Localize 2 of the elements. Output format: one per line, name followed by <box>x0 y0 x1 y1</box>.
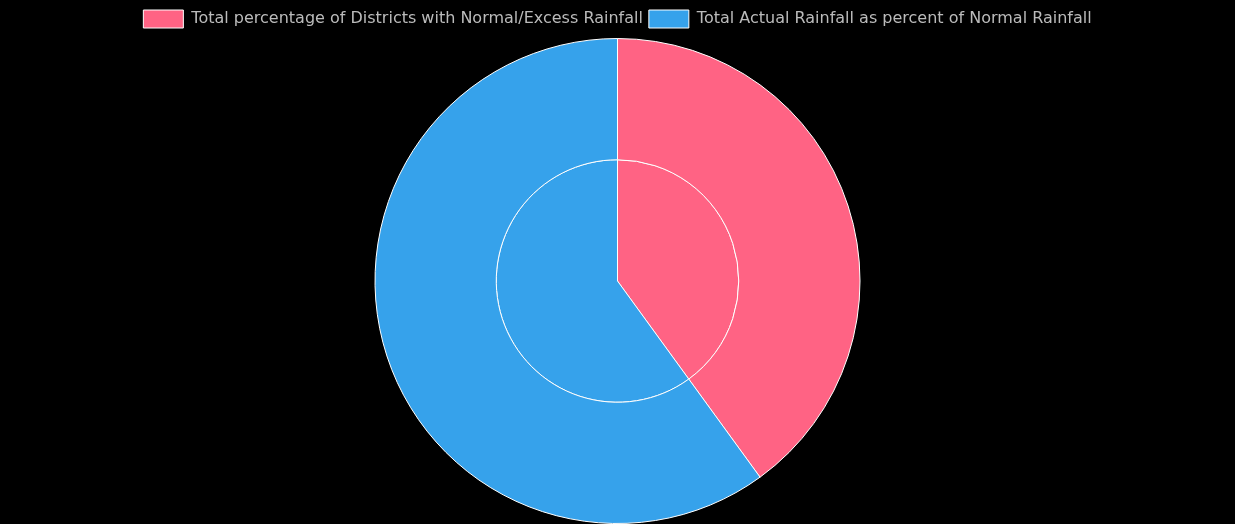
legend-label: Total percentage of Districts with Normal/Excess Rainfall <box>190 8 643 28</box>
legend-label: Total Actual Rainfall as percent of Normal Rainfall <box>695 8 1092 28</box>
